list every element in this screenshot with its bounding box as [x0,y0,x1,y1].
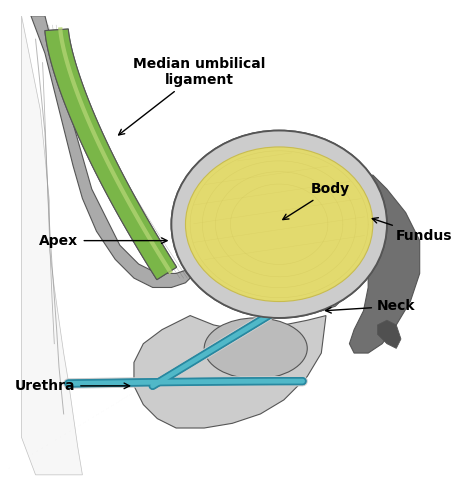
Text: Median umbilical
ligament: Median umbilical ligament [118,57,266,135]
Text: Apex: Apex [39,234,167,247]
Text: Neck: Neck [326,299,416,313]
Ellipse shape [172,130,387,318]
Ellipse shape [185,147,373,302]
Text: Urethra: Urethra [15,379,129,393]
Text: Body: Body [283,182,350,220]
Polygon shape [134,316,326,428]
Text: Fundus: Fundus [372,218,453,243]
Ellipse shape [185,147,373,302]
Polygon shape [45,29,177,280]
Polygon shape [45,29,177,280]
Ellipse shape [172,130,387,318]
Polygon shape [31,16,200,287]
Polygon shape [21,16,82,475]
Polygon shape [349,175,419,353]
Ellipse shape [204,318,307,379]
Polygon shape [251,274,345,311]
Polygon shape [377,320,401,348]
